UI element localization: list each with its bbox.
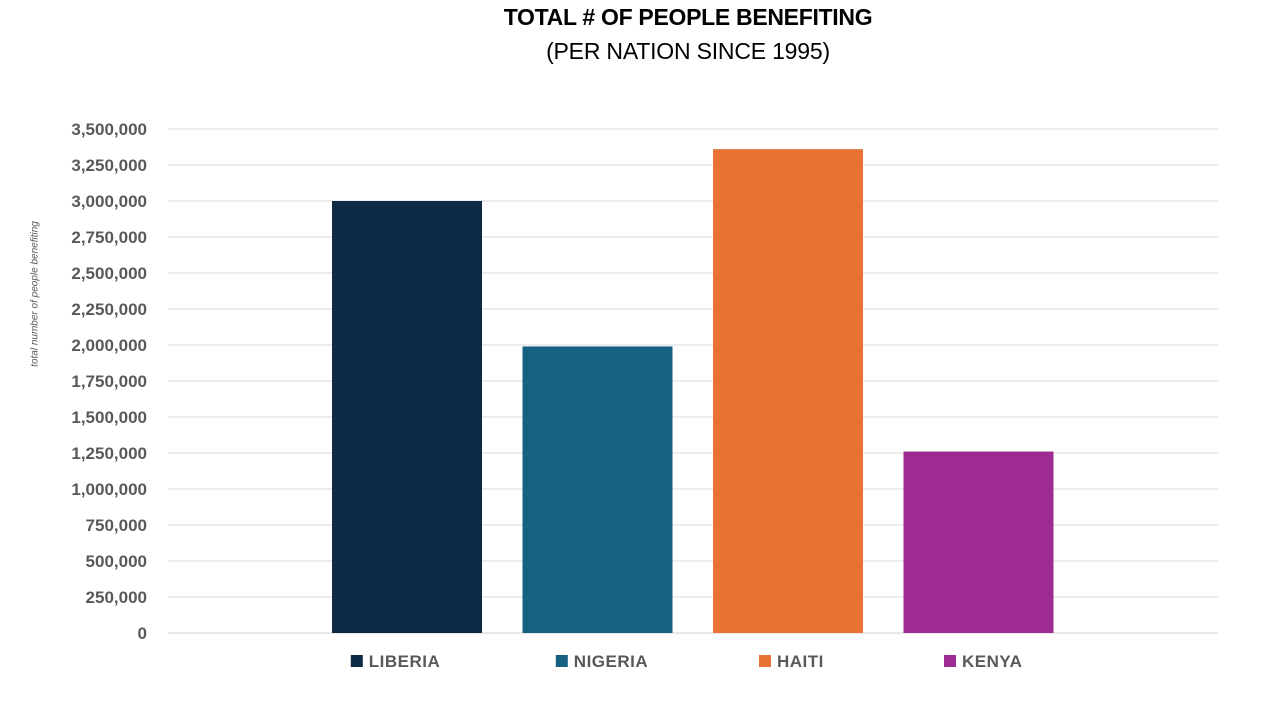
y-tick-label: 3,000,000 xyxy=(71,192,147,211)
legend-item-kenya: KENYA xyxy=(944,652,1022,671)
legend-label: NIGERIA xyxy=(574,652,648,671)
y-tick-label: 1,750,000 xyxy=(71,372,147,391)
bar-kenya xyxy=(903,451,1054,633)
y-tick-label: 3,500,000 xyxy=(71,120,147,139)
legend-label: LIBERIA xyxy=(369,652,441,671)
y-tick-label: 0 xyxy=(138,624,147,643)
chart-title: TOTAL # OF PEOPLE BENEFITING xyxy=(503,4,873,30)
y-tick-label: 1,250,000 xyxy=(71,444,147,463)
legend-label: KENYA xyxy=(962,652,1022,671)
legend-item-nigeria: NIGERIA xyxy=(555,652,648,671)
y-tick-label: 250,000 xyxy=(86,588,147,607)
y-tick-label: 1,000,000 xyxy=(71,480,147,499)
legend-swatch xyxy=(350,655,363,667)
y-tick-label: 500,000 xyxy=(86,552,147,571)
legend-item-liberia: LIBERIA xyxy=(350,652,441,671)
y-tick-label: 2,500,000 xyxy=(71,264,147,283)
y-tick-label: 750,000 xyxy=(86,516,147,535)
y-tick-label: 2,750,000 xyxy=(71,228,147,247)
bar-haiti xyxy=(713,149,863,633)
legend-swatch xyxy=(759,655,771,667)
legend: LIBERIA NIGERIA HAITI KENYA xyxy=(350,652,1022,671)
bars xyxy=(332,149,1054,633)
legend-label: HAITI xyxy=(777,652,824,671)
y-tick-label: 2,000,000 xyxy=(71,336,147,355)
chart-subtitle: (PER NATION SINCE 1995) xyxy=(546,38,830,64)
y-tick-label: 2,250,000 xyxy=(71,300,147,319)
legend-swatch xyxy=(944,655,956,667)
y-axis-ticks: 0 250,000 500,000 750,000 1,000,000 1,250,000… xyxy=(71,120,147,643)
y-tick-label: 3,250,000 xyxy=(71,156,147,175)
bar-nigeria xyxy=(522,346,673,633)
bar-liberia xyxy=(332,201,482,633)
legend-item-haiti: HAITI xyxy=(759,652,824,671)
gridlines xyxy=(168,128,1218,634)
y-tick-label: 1,500,000 xyxy=(71,408,147,427)
legend-swatch xyxy=(555,655,568,667)
